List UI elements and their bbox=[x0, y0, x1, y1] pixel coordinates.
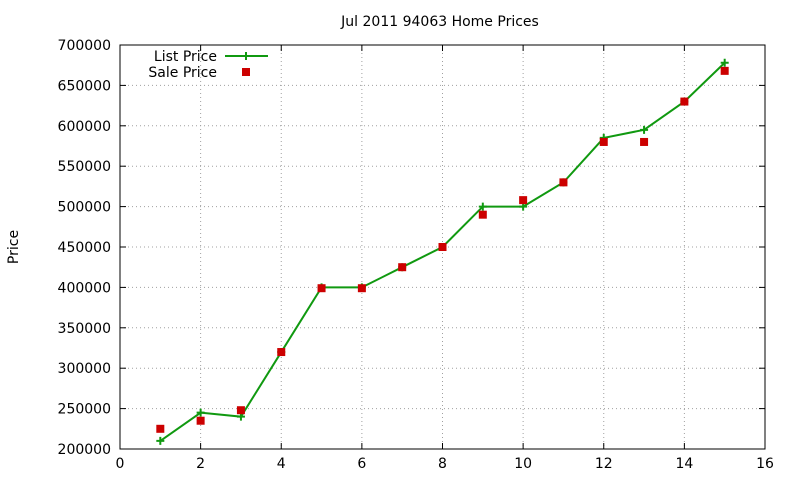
y-tick-label: 300000 bbox=[58, 361, 111, 377]
x-tick-label: 6 bbox=[357, 456, 366, 472]
legend: List Price Sale Price bbox=[148, 49, 268, 81]
data-point-list-price bbox=[640, 125, 649, 134]
legend-label-list-price: List Price bbox=[154, 49, 217, 65]
y-tick-label: 350000 bbox=[58, 321, 111, 337]
y-tick-label: 250000 bbox=[58, 402, 111, 418]
y-tick-label: 200000 bbox=[58, 442, 111, 458]
y-tick-label: 700000 bbox=[58, 38, 111, 54]
data-point-list-price bbox=[478, 202, 487, 211]
x-tick-label: 14 bbox=[675, 456, 693, 472]
grid-lines bbox=[120, 45, 765, 449]
y-tick-label: 450000 bbox=[58, 240, 111, 256]
x-tick-label: 0 bbox=[116, 456, 125, 472]
y-tick-label: 600000 bbox=[58, 119, 111, 135]
data-point-sale-price bbox=[277, 348, 286, 357]
data-point-sale-price bbox=[236, 406, 245, 415]
data-point-sale-price bbox=[559, 178, 568, 187]
y-axis-label: Price bbox=[6, 230, 22, 264]
data-point-list-price bbox=[720, 58, 729, 67]
data-point-list-price bbox=[156, 436, 165, 445]
x-tick-label: 12 bbox=[595, 456, 613, 472]
legend-marker-sale-price bbox=[242, 68, 250, 76]
data-point-sale-price bbox=[478, 210, 487, 219]
y-tick-labels: 200000 250000 300000 350000 400000 450000 5000… bbox=[58, 38, 111, 458]
data-point-sale-price bbox=[640, 137, 649, 146]
chart-title: Jul 2011 94063 Home Prices bbox=[340, 14, 539, 30]
series-line-list-price bbox=[159, 62, 726, 442]
data-point-sale-price bbox=[196, 416, 205, 425]
axis-ticks bbox=[119, 44, 766, 450]
legend-marker-list-price bbox=[242, 52, 250, 60]
series-layer bbox=[156, 58, 729, 445]
data-point-sale-price bbox=[680, 97, 689, 106]
y-tick-label: 400000 bbox=[58, 280, 111, 296]
y-tick-label: 650000 bbox=[58, 78, 111, 94]
data-point-sale-price bbox=[156, 424, 165, 433]
x-tick-labels: 0 2 4 6 8 10 12 14 16 bbox=[116, 456, 774, 472]
data-point-sale-price bbox=[317, 284, 326, 293]
data-point-sale-price bbox=[599, 137, 608, 146]
data-point-sale-price bbox=[357, 284, 366, 293]
data-point-sale-price bbox=[398, 263, 407, 272]
x-tick-label: 10 bbox=[514, 456, 532, 472]
data-point-sale-price bbox=[438, 243, 447, 251]
x-tick-label: 2 bbox=[196, 456, 205, 472]
y-tick-label: 500000 bbox=[58, 200, 111, 216]
legend-label-sale-price: Sale Price bbox=[148, 65, 217, 81]
data-point-list-price bbox=[196, 408, 205, 417]
y-tick-label: 550000 bbox=[58, 159, 111, 175]
x-tick-label: 16 bbox=[756, 456, 774, 472]
data-point-sale-price bbox=[720, 66, 729, 75]
data-point-sale-price bbox=[519, 196, 528, 205]
plot-frame bbox=[119, 44, 766, 450]
x-tick-label: 4 bbox=[277, 456, 286, 472]
x-tick-label: 8 bbox=[438, 456, 447, 472]
